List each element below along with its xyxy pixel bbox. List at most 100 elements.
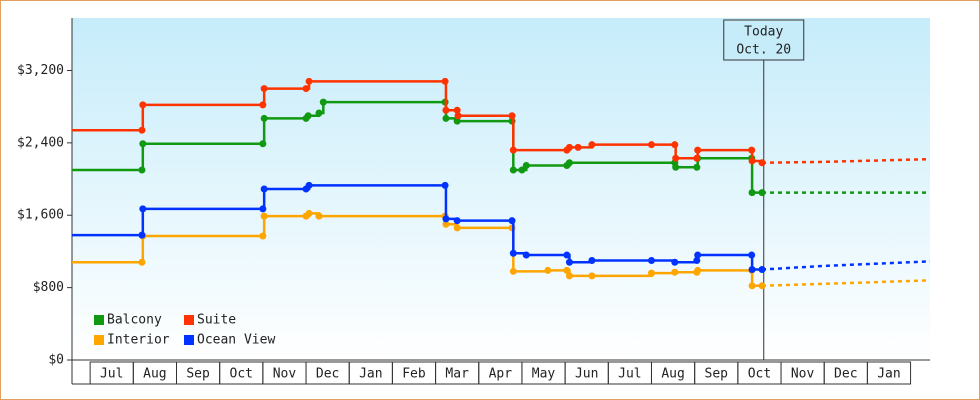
legend-swatch xyxy=(184,335,194,345)
point xyxy=(260,114,268,122)
point xyxy=(671,141,679,149)
x-tick-label: Dec xyxy=(834,367,857,382)
point xyxy=(565,143,573,151)
point xyxy=(138,258,146,266)
x-tick-label: Aug xyxy=(143,367,166,382)
x-tick-label: Oct xyxy=(748,367,771,382)
point xyxy=(565,159,573,167)
point xyxy=(453,217,461,225)
point xyxy=(508,112,516,120)
y-tick-label: $0 xyxy=(48,353,64,368)
point xyxy=(453,224,461,232)
point xyxy=(319,98,327,106)
point xyxy=(453,117,461,125)
x-tick-label: Jul xyxy=(618,367,641,382)
point xyxy=(758,189,766,197)
x-tick-label: Nov xyxy=(791,367,815,382)
point xyxy=(315,109,323,117)
legend-label: Ocean View xyxy=(197,333,275,348)
point xyxy=(588,141,596,149)
point xyxy=(509,146,517,154)
x-tick-label: Dec xyxy=(316,367,339,382)
point xyxy=(758,159,766,167)
point xyxy=(672,154,680,162)
point xyxy=(138,166,146,174)
x-tick-label: Mar xyxy=(445,367,469,382)
plot-area xyxy=(72,18,930,360)
x-tick-label: Oct xyxy=(230,367,253,382)
point xyxy=(259,232,267,240)
x-tick-label: Nov xyxy=(273,367,297,382)
point xyxy=(647,256,655,264)
point xyxy=(260,85,268,93)
point xyxy=(647,141,655,149)
point xyxy=(522,161,530,169)
today-box xyxy=(723,19,805,61)
point xyxy=(748,266,756,274)
x-tick-label: Jan xyxy=(877,367,900,382)
point xyxy=(454,112,462,120)
point xyxy=(565,258,573,266)
x-tick-label: Feb xyxy=(402,367,426,382)
month-cell xyxy=(866,361,912,385)
point xyxy=(563,266,571,274)
y-tick-label: $800 xyxy=(33,280,64,295)
x-tick-label: Jul xyxy=(100,367,123,382)
point xyxy=(442,220,450,228)
point xyxy=(305,77,313,85)
point xyxy=(302,85,310,93)
point xyxy=(304,112,312,120)
x-tick-label: Jan xyxy=(359,367,382,382)
point xyxy=(647,269,655,277)
point xyxy=(693,163,701,171)
series-line xyxy=(72,100,763,194)
x-tick-label: Sep xyxy=(186,367,210,382)
point xyxy=(509,267,517,275)
point xyxy=(694,266,702,274)
point xyxy=(672,163,680,171)
point xyxy=(508,217,516,225)
point xyxy=(442,114,450,122)
point xyxy=(509,249,517,257)
legend-label: Balcony xyxy=(107,313,162,328)
x-tick-label: May xyxy=(532,367,556,382)
point xyxy=(563,251,571,259)
point xyxy=(544,266,552,274)
point xyxy=(565,272,573,280)
point xyxy=(315,212,323,220)
point xyxy=(139,140,147,148)
point xyxy=(574,143,582,151)
today-date: Oct. 20 xyxy=(736,43,791,58)
y-tick-label: $1,600 xyxy=(17,208,64,223)
y-tick-label: $3,200 xyxy=(17,63,64,78)
point xyxy=(139,205,147,213)
point xyxy=(442,106,450,114)
point xyxy=(588,272,596,280)
legend-label: Suite xyxy=(197,313,236,328)
point xyxy=(748,282,756,290)
point xyxy=(758,266,766,274)
y-tick-label: $2,400 xyxy=(17,135,64,150)
point xyxy=(139,101,147,109)
point xyxy=(522,251,530,259)
point xyxy=(442,215,450,223)
point xyxy=(588,256,596,264)
x-tick-label: Apr xyxy=(489,367,513,382)
point xyxy=(305,209,313,217)
point xyxy=(748,157,756,165)
x-tick-label: Sep xyxy=(705,367,729,382)
point xyxy=(671,258,679,266)
point xyxy=(758,282,766,290)
point xyxy=(441,77,449,85)
point xyxy=(441,181,449,189)
legend-swatch xyxy=(94,335,104,345)
point xyxy=(259,101,267,109)
point xyxy=(748,189,756,197)
point xyxy=(694,251,702,259)
point xyxy=(694,146,702,154)
point xyxy=(259,205,267,213)
point xyxy=(748,251,756,259)
x-tick-label: Jun xyxy=(575,367,598,382)
point xyxy=(509,166,517,174)
